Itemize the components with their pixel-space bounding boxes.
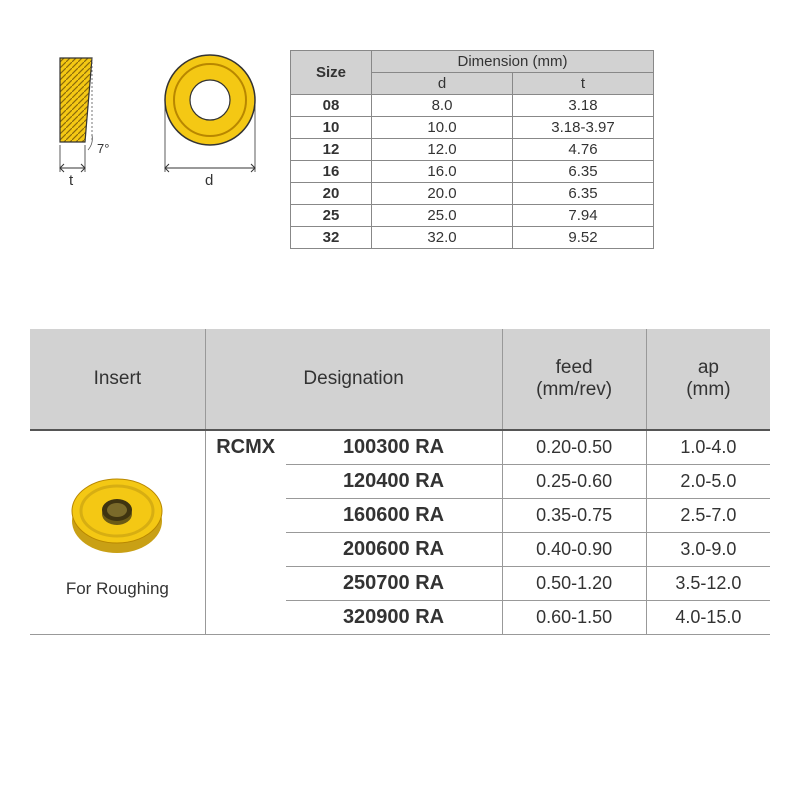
col-feed: feed(mm/rev): [502, 329, 646, 430]
table-row: 3232.09.52: [291, 227, 654, 249]
col-designation: Designation: [205, 329, 502, 430]
d-label: d: [205, 172, 213, 189]
insert-caption: For Roughing: [38, 579, 197, 599]
table-row: 1212.04.76: [291, 139, 654, 161]
designation-table: Insert Designation feed(mm/rev) ap(mm) F…: [30, 329, 770, 635]
table-row: 1616.06.35: [291, 161, 654, 183]
dim-header-dimension: Dimension (mm): [372, 51, 654, 73]
insert-image-cell: For Roughing: [30, 430, 205, 635]
prefix-cell: RCMX: [205, 430, 285, 635]
insert-front-diagram: d: [150, 50, 270, 195]
col-ap: ap(mm): [646, 329, 770, 430]
dim-header-t: t: [513, 73, 654, 95]
table-row: 1010.03.18-3.97: [291, 117, 654, 139]
top-section: 7° t d Size Dimension (mm): [30, 50, 770, 249]
dimension-table: Size Dimension (mm) d t 088.03.18 1010.0…: [290, 50, 654, 249]
insert-side-diagram: 7° t: [30, 50, 130, 195]
col-insert: Insert: [30, 329, 205, 430]
table-row: 2525.07.94: [291, 205, 654, 227]
angle-label: 7°: [97, 141, 109, 156]
table-row: 2020.06.35: [291, 183, 654, 205]
t-label: t: [69, 172, 74, 189]
dim-header-d: d: [372, 73, 513, 95]
bottom-section: Insert Designation feed(mm/rev) ap(mm) F…: [30, 329, 770, 635]
table-row: 088.03.18: [291, 95, 654, 117]
insert-icon: [62, 466, 172, 566]
dim-header-size: Size: [291, 51, 372, 95]
